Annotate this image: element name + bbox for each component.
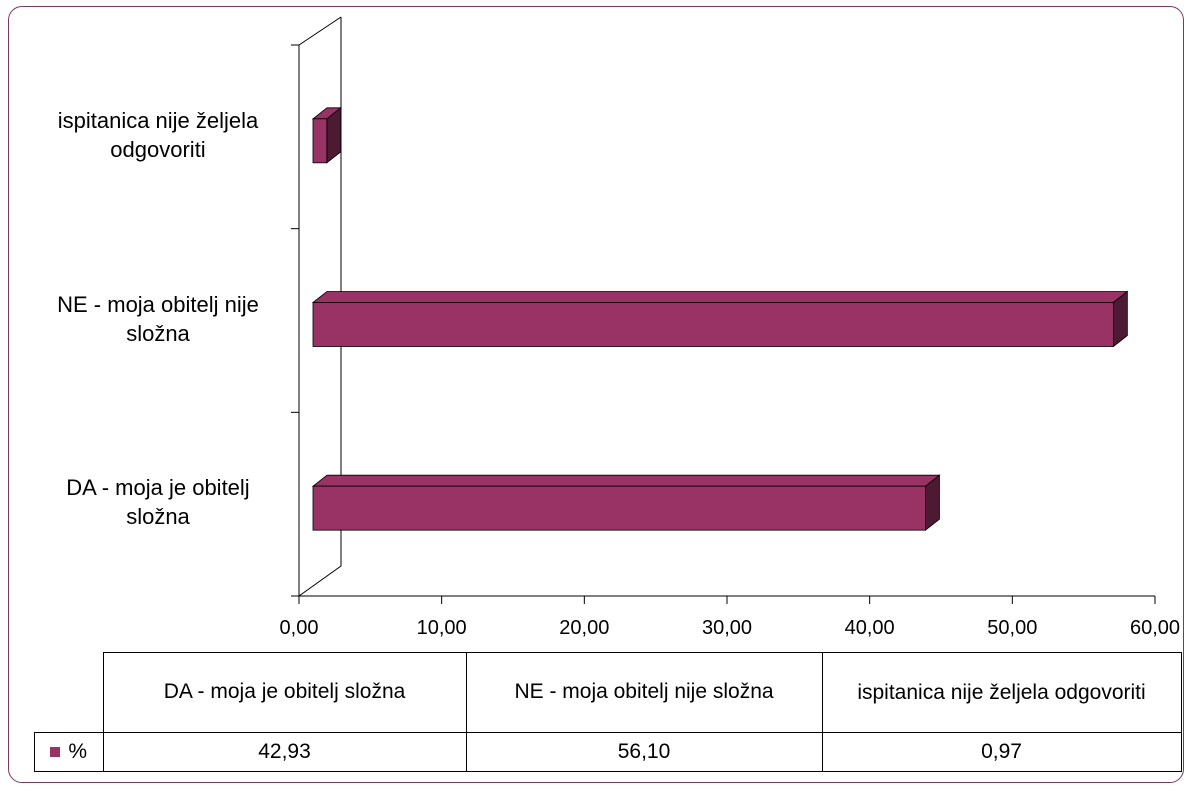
category-label-line: DA - moja je obitelj bbox=[66, 475, 250, 501]
category-label-line: složna bbox=[126, 320, 190, 346]
legend-label: % bbox=[68, 739, 88, 763]
category-label: DA - moja je obitelj složna bbox=[18, 473, 298, 531]
category-label: ispitanica nije željela odgovoriti bbox=[18, 106, 298, 164]
x-tick-label: 10,00 bbox=[417, 617, 467, 639]
x-tick-label: 40,00 bbox=[845, 617, 895, 639]
tick-labels-group: 0,00 10,00 20,00 30,00 40,00 50,00 60,00 bbox=[280, 617, 1181, 639]
category-label: NE - moja obitelj nije složna bbox=[18, 290, 298, 348]
bar bbox=[312, 485, 926, 531]
bar bbox=[312, 118, 328, 164]
x-tick-label: 0,00 bbox=[280, 617, 319, 639]
bar-top-face bbox=[311, 474, 941, 487]
table-corner-cell bbox=[34, 652, 104, 733]
bar-top-face bbox=[311, 291, 1129, 303]
back-wall-top bbox=[298, 16, 342, 46]
x-tick-label: 30,00 bbox=[702, 617, 752, 639]
category-label-line: složna bbox=[126, 504, 190, 530]
table-value-cell: 56,10 bbox=[465, 731, 823, 772]
legend-swatch bbox=[50, 746, 61, 757]
table-value-cell: 42,93 bbox=[102, 731, 467, 772]
bar bbox=[312, 302, 1114, 347]
chart-axes bbox=[291, 16, 1156, 604]
table-row: % 42,93 56,10 0,97 bbox=[34, 731, 1182, 772]
category-label-line: NE - moja obitelj nije bbox=[57, 291, 259, 317]
table-header-row: DA - moja je obitelj složna NE - moja ob… bbox=[34, 652, 1182, 733]
table-header-cell: NE - moja obitelj nije složna bbox=[465, 652, 823, 733]
table-header-cell: ispitanica nije željela odgovoriti bbox=[821, 652, 1182, 733]
data-table: DA - moja je obitelj složna NE - moja ob… bbox=[34, 652, 1182, 772]
table-value-cell: 0,97 bbox=[821, 731, 1182, 772]
bars-group bbox=[311, 107, 1129, 531]
x-tick-label: 60,00 bbox=[1130, 617, 1180, 639]
x-tick-label: 20,00 bbox=[559, 617, 609, 639]
legend-cell: % bbox=[34, 731, 104, 772]
back-wall-edge bbox=[298, 17, 342, 597]
table-header-cell: DA - moja je obitelj složna bbox=[102, 652, 467, 733]
x-tick-label: 50,00 bbox=[987, 617, 1037, 639]
category-label-line: odgovoriti bbox=[110, 136, 206, 162]
category-label-line: ispitanica nije željela bbox=[57, 107, 259, 133]
